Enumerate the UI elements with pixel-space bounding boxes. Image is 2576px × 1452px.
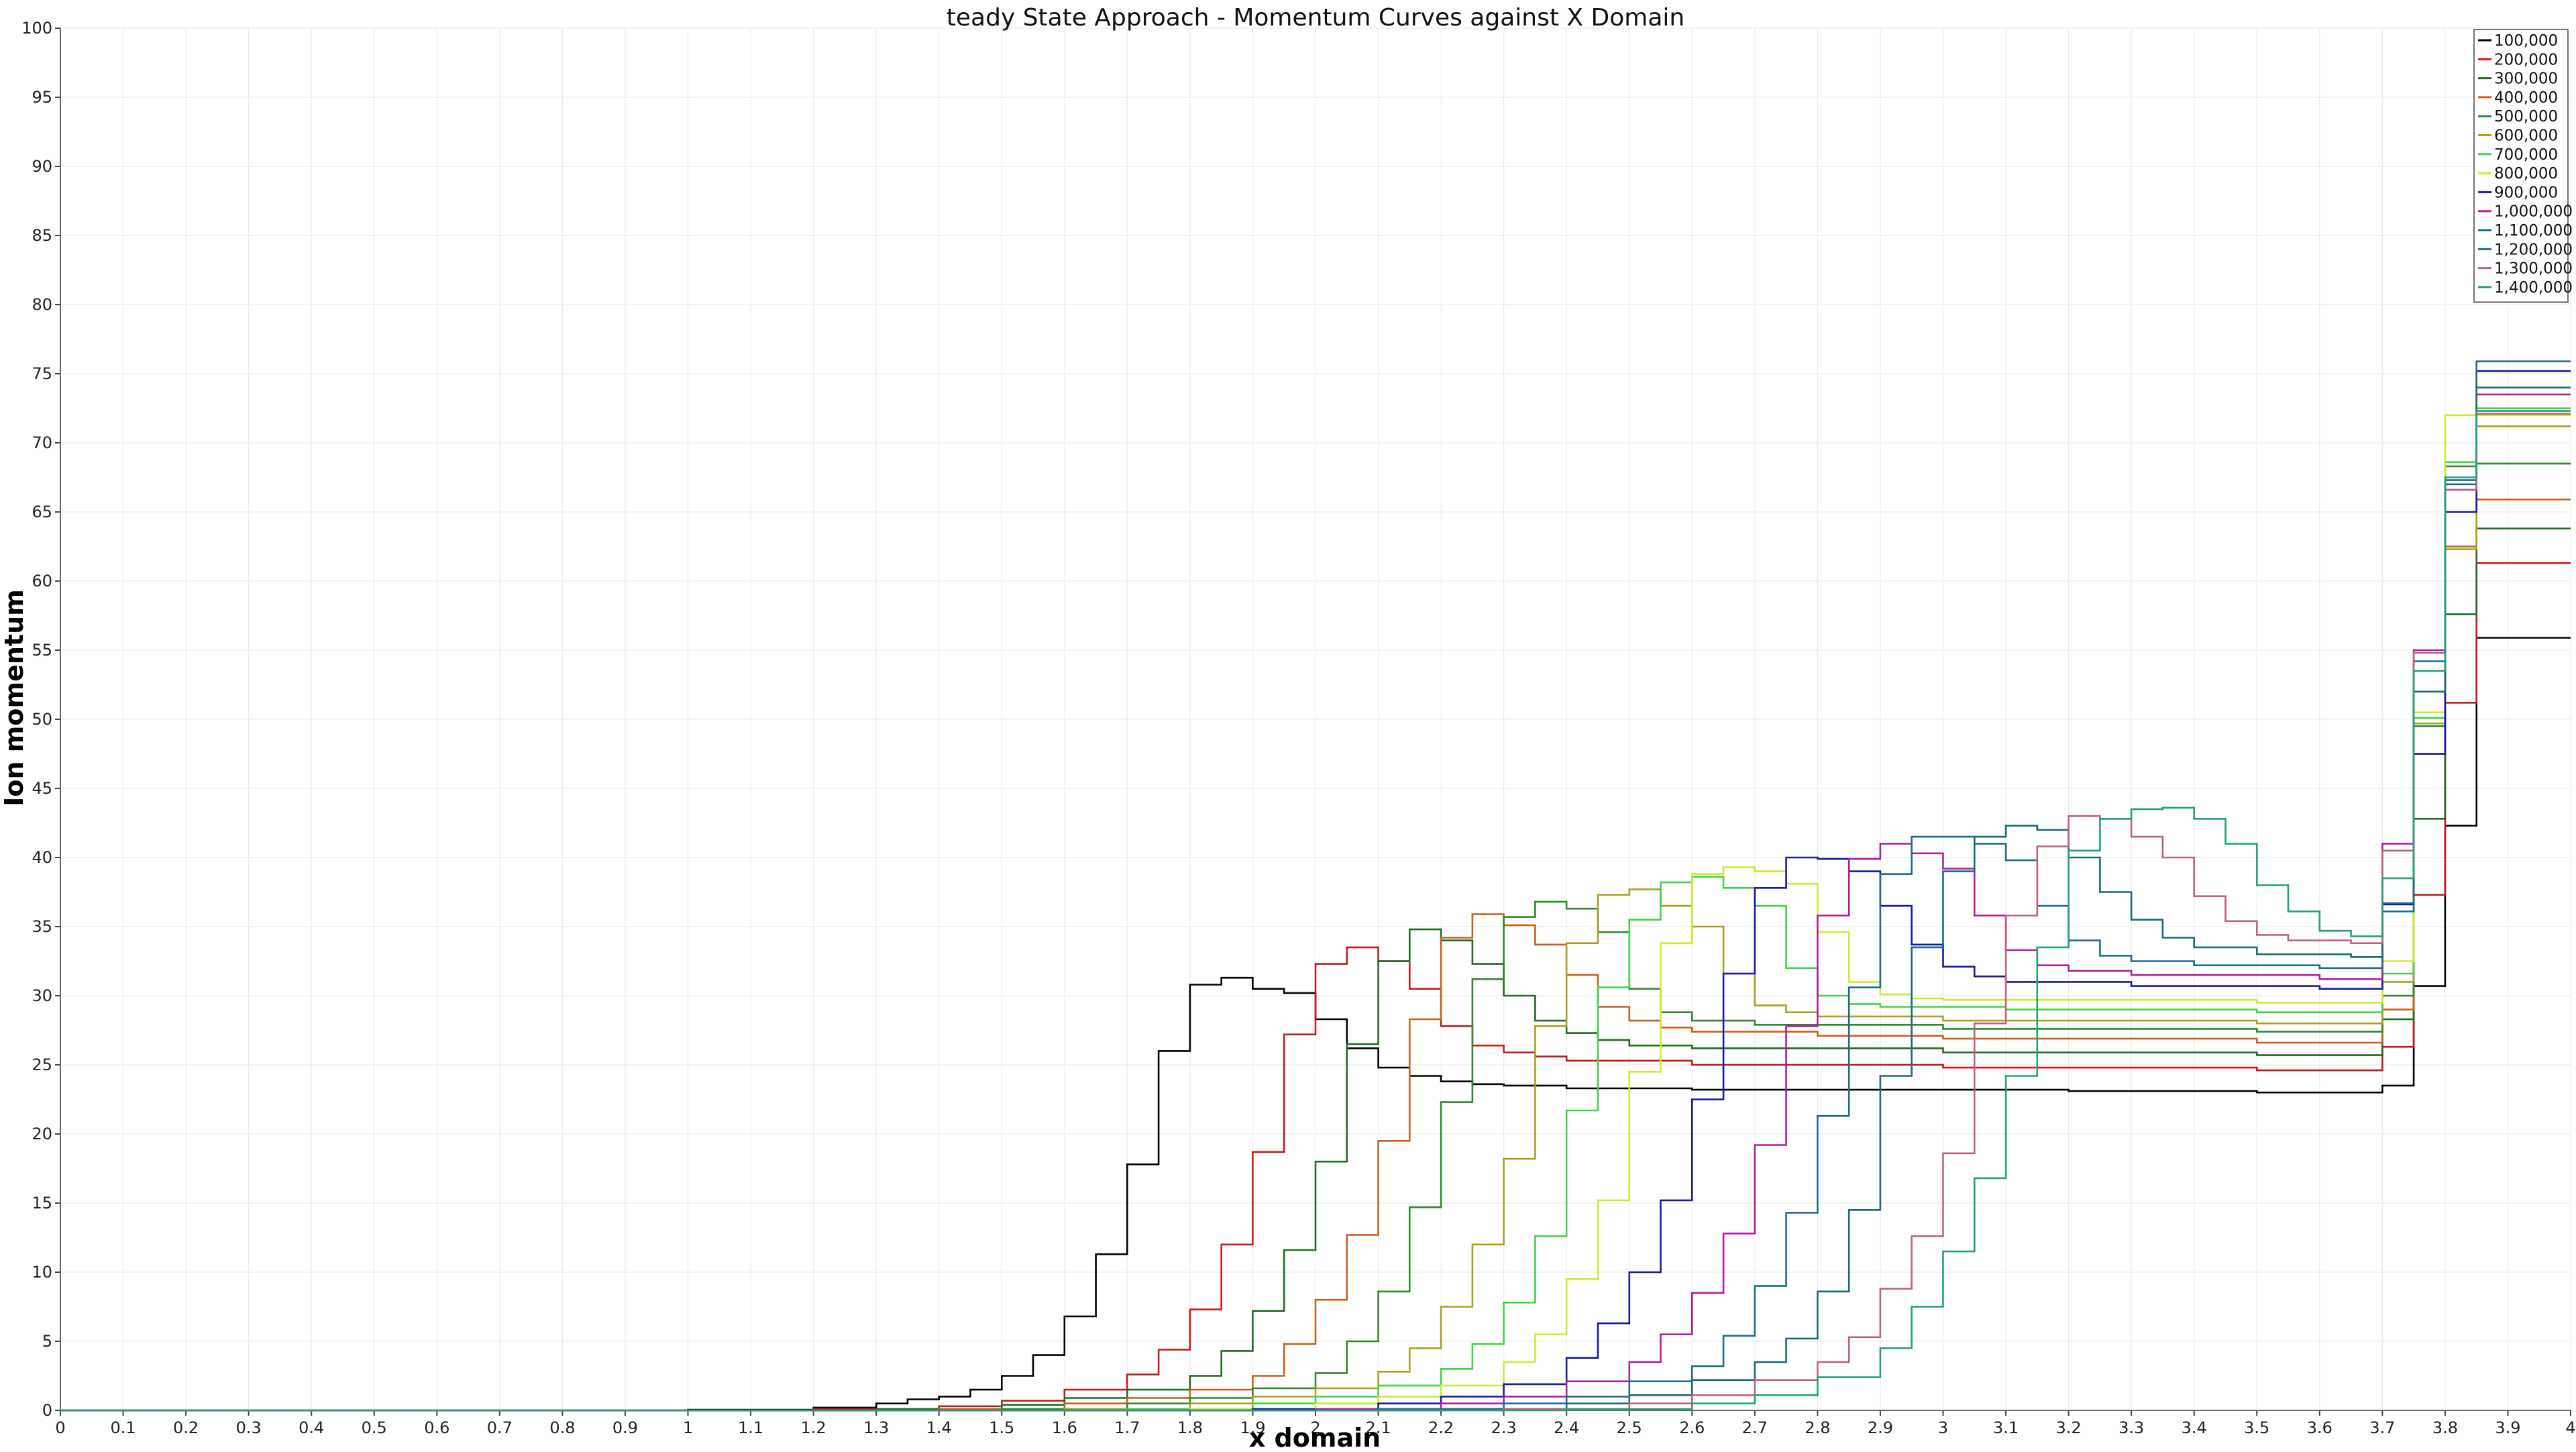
x-tick-label: 1.2 [801, 1418, 826, 1437]
y-axis-label: Ion momentum [0, 589, 29, 806]
chart-title: teady State Approach - Momentum Curves a… [947, 4, 1684, 32]
x-tick-label: 1.4 [926, 1418, 952, 1437]
x-tick-label: 0.9 [612, 1418, 638, 1437]
x-tick-label: 2.5 [1617, 1418, 1642, 1437]
legend-entry: 1,100,000 [2494, 222, 2573, 240]
y-tick-label: 25 [32, 1055, 52, 1074]
x-tick-label: 1.1 [738, 1418, 763, 1437]
series-line-1400000 [60, 410, 2571, 1412]
y-tick-label: 50 [32, 710, 52, 729]
y-tick-label: 85 [32, 226, 52, 245]
x-tick-label: 0.6 [424, 1418, 449, 1437]
x-tick-label: 0.8 [549, 1418, 575, 1437]
x-tick-label: 1.5 [989, 1418, 1014, 1437]
y-tick-label: 0 [42, 1401, 52, 1420]
x-tick-label: 2.4 [1554, 1418, 1579, 1437]
x-tick-label: 2.1 [1365, 1418, 1391, 1437]
y-tick-label: 10 [32, 1263, 52, 1282]
x-tick-label: 0 [55, 1418, 65, 1437]
x-tick-label: 0.4 [299, 1418, 324, 1437]
y-tick-label: 75 [32, 364, 52, 383]
x-tick-label: 4 [2565, 1418, 2575, 1437]
x-tick-label: 2.8 [1805, 1418, 1830, 1437]
x-tick-label: 3.7 [2369, 1418, 2395, 1437]
series-line-800000 [60, 414, 2571, 1412]
y-tick-label: 30 [32, 986, 52, 1005]
y-tick-label: 90 [32, 157, 52, 176]
y-tick-label: 55 [32, 641, 52, 660]
x-tick-label: 1.7 [1114, 1418, 1140, 1437]
x-tick-label: 3.8 [2432, 1418, 2458, 1437]
y-tick-label: 60 [32, 572, 52, 590]
legend-entry: 200,000 [2494, 51, 2558, 68]
x-tick-label: 2.2 [1428, 1418, 1454, 1437]
y-tick-label: 20 [32, 1125, 52, 1143]
x-tick-label: 3.1 [1993, 1418, 2019, 1437]
x-tick-label: 2.6 [1679, 1418, 1705, 1437]
legend-entry: 900,000 [2494, 184, 2558, 201]
x-tick-label: 3.5 [2244, 1418, 2269, 1437]
x-tick-label: 1.3 [863, 1418, 889, 1437]
x-axis-label: x domain [1249, 1423, 1381, 1449]
x-tick-label: 0.3 [236, 1418, 262, 1437]
y-tick-label: 65 [32, 503, 52, 521]
x-tick-label: 0.1 [110, 1418, 136, 1437]
y-tick-label: 80 [32, 295, 52, 314]
legend-entry: 500,000 [2494, 108, 2558, 125]
legend-entry: 700,000 [2494, 146, 2558, 164]
x-tick-label: 2.3 [1491, 1418, 1517, 1437]
legend-entry: 1,400,000 [2494, 279, 2573, 297]
x-tick-label: 2 [1310, 1418, 1320, 1437]
x-tick-label: 3.3 [2118, 1418, 2144, 1437]
y-tick-label: 95 [32, 88, 52, 107]
legend-entry: 1,200,000 [2494, 241, 2573, 258]
x-tick-label: 3.6 [2307, 1418, 2332, 1437]
y-tick-label: 45 [32, 779, 52, 798]
x-tick-label: 0.7 [487, 1418, 513, 1437]
legend-entry: 100,000 [2494, 32, 2558, 50]
x-tick-label: 3 [1938, 1418, 1948, 1437]
series-line-100000 [60, 637, 2571, 1412]
series-group [60, 360, 2571, 1412]
legend-box [2473, 29, 2569, 303]
legend-entry: 1,000,000 [2494, 203, 2573, 221]
x-tick-label: 3.9 [2495, 1418, 2520, 1437]
legend-entry: 1,300,000 [2494, 260, 2573, 278]
legend-entry: 600,000 [2494, 127, 2558, 145]
legend-entry: 300,000 [2494, 70, 2558, 88]
y-tick-label: 15 [32, 1194, 52, 1212]
y-tick-label: 40 [32, 848, 52, 867]
x-tick-label: 3.4 [2182, 1418, 2207, 1437]
x-tick-label: 1.9 [1240, 1418, 1265, 1437]
x-tick-label: 2.9 [1868, 1418, 1893, 1437]
x-tick-label: 2.7 [1742, 1418, 1768, 1437]
x-tick-label: 1 [683, 1418, 693, 1437]
x-tick-label: 1.6 [1052, 1418, 1077, 1437]
x-tick-label: 0.5 [362, 1418, 387, 1437]
y-tick-label: 5 [42, 1332, 52, 1351]
legend-entry: 400,000 [2494, 89, 2558, 107]
legend-entry: 800,000 [2494, 165, 2558, 183]
y-tick-label: 100 [21, 19, 52, 38]
y-tick-label: 70 [32, 433, 52, 452]
x-tick-label: 1.8 [1177, 1418, 1203, 1437]
x-tick-label: 3.2 [2056, 1418, 2082, 1437]
y-tick-label: 35 [32, 917, 52, 936]
x-tick-label: 0.2 [173, 1418, 199, 1437]
axes: 0 0.1 0.2 0.3 0.4 0.5 0.6 0.7 0.8 0.9 1 1.1 1.2 1.3 1.… [21, 19, 2575, 1437]
